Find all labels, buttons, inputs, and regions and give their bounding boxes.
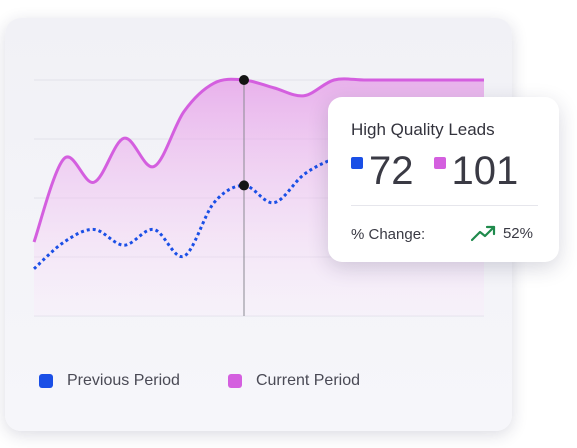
tooltip-change: 52%	[470, 224, 533, 242]
current-period-line[interactable]	[32, 77, 484, 243]
tooltip-previous: 72	[351, 149, 414, 193]
legend-label-previous: Previous Period	[67, 372, 180, 389]
tooltip-swatch-previous	[351, 157, 363, 169]
trending-up-icon	[470, 225, 496, 242]
tooltip-change-value: 52%	[502, 224, 533, 242]
tooltip-change-label: % Change:	[351, 226, 426, 243]
chart-tooltip: High Quality Leads 72 101 % Change: 52%	[328, 97, 559, 262]
chart-legend: Previous Period Current Period	[39, 370, 408, 392]
tooltip-current: 101	[433, 149, 519, 193]
tooltip-current-value: 101	[451, 149, 519, 193]
legend-item-previous[interactable]: Previous Period	[39, 372, 180, 390]
tooltip-divider	[351, 205, 538, 206]
tooltip-swatch-current	[433, 157, 446, 169]
legend-swatch-previous	[39, 374, 53, 388]
tooltip-title: High Quality Leads	[351, 120, 495, 139]
tooltip-previous-value: 72	[369, 149, 414, 193]
legend-swatch-current	[227, 374, 242, 388]
tooltip-values: 72 101	[351, 149, 518, 193]
legend-label-current: Current Period	[255, 372, 360, 389]
previous-period-hover-point[interactable]	[239, 180, 249, 191]
legend-item-current[interactable]: Current Period	[227, 372, 360, 390]
current-period-hover-point[interactable]	[239, 75, 249, 85]
